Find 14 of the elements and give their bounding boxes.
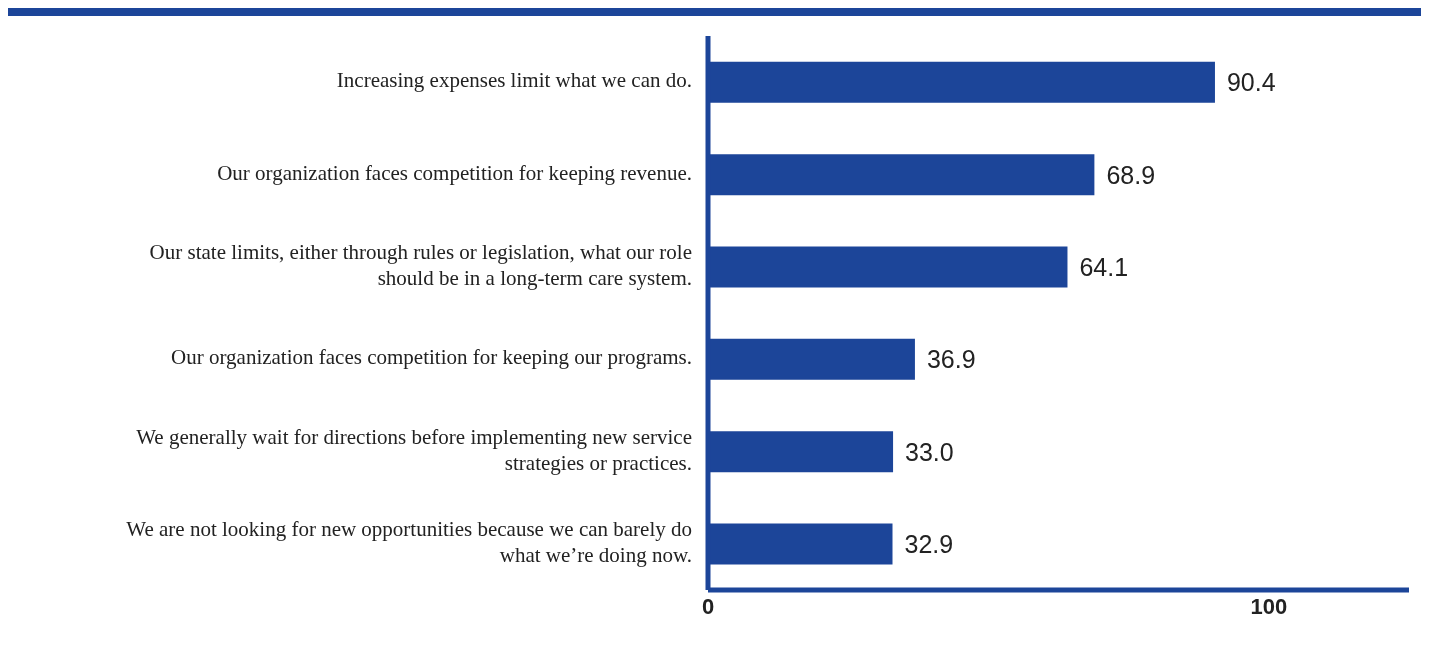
y-tick-label: Our organization faces competition for keeping our programs. bbox=[171, 344, 692, 369]
data-label: 36.9 bbox=[926, 345, 976, 374]
y-tick-label: Our state limits, either through rules or legislation, what our role should be in a long-term care system. bbox=[149, 239, 692, 290]
data-label: 68.9 bbox=[1106, 160, 1156, 189]
data-label: 32.9 bbox=[904, 529, 954, 558]
y-tick-label: Increasing expenses limit what we can do. bbox=[336, 67, 692, 92]
data-label: 33.0 bbox=[905, 437, 954, 466]
x-tick-label: 0 bbox=[701, 593, 715, 619]
y-tick-label: We generally wait for directions before implementing new service strategies or practices. bbox=[136, 424, 692, 475]
x-tick-label: 100 bbox=[1250, 593, 1288, 619]
data-label: 90.4 bbox=[1226, 68, 1276, 97]
data-label: 64.1 bbox=[1079, 252, 1129, 281]
y-tick-label: Our organization faces competition for keeping revenue. bbox=[217, 160, 692, 185]
y-tick-label: We are not looking for new opportunities because we can barely do what we’re doing now. bbox=[126, 516, 692, 567]
